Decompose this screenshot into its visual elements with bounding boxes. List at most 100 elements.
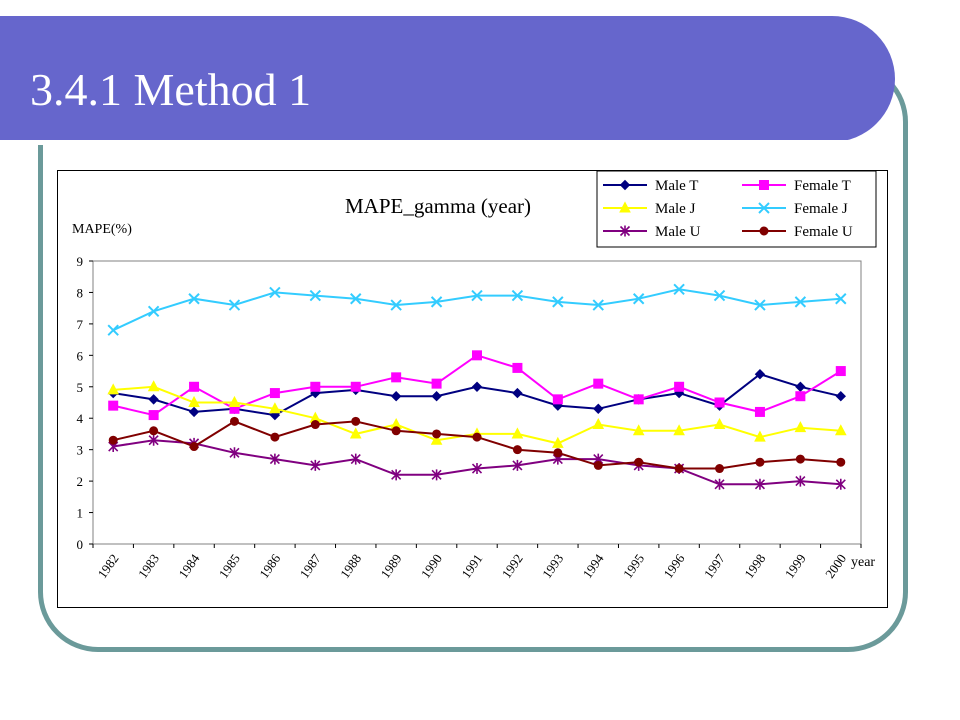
data-point: [714, 397, 725, 408]
data-point: [349, 427, 362, 439]
data-point: [512, 387, 523, 399]
x-tick-label: 1988: [337, 551, 364, 581]
data-point: [148, 394, 159, 405]
legend-label: Male U: [655, 224, 701, 240]
data-point: [269, 453, 280, 465]
legend-label: Male T: [655, 178, 698, 194]
data-point: [351, 416, 361, 426]
data-point: [592, 417, 605, 430]
x-tick-label: 1998: [741, 551, 768, 581]
legend-item: Female J: [742, 201, 848, 217]
data-point: [759, 180, 769, 190]
x-tick-label: 1999: [782, 551, 809, 581]
data-point: [269, 286, 281, 299]
data-point: [107, 324, 119, 336]
title-bar: 3.4.1 Method 1: [0, 16, 895, 145]
data-point: [754, 430, 766, 442]
x-tick-label: 1982: [94, 551, 121, 581]
y-axis-label: MAPE(%): [72, 222, 132, 237]
data-point: [552, 296, 564, 308]
data-point: [592, 299, 604, 311]
data-point: [107, 383, 120, 395]
data-point: [310, 381, 321, 392]
data-point: [229, 416, 239, 426]
data-point: [472, 432, 482, 442]
chart-container: MAPE_gamma (year) MAPE(%) year 0 1 2 3 4 5 6 7 8…: [57, 170, 888, 608]
data-point: [713, 289, 726, 302]
x-tick-label: 1987: [297, 551, 324, 581]
data-point: [391, 469, 402, 481]
data-point: [836, 457, 846, 467]
data-point: [754, 478, 766, 490]
y-tick-label: 7: [77, 317, 84, 332]
data-point: [350, 453, 361, 465]
series-female-u: [108, 416, 846, 474]
data-point: [189, 381, 200, 392]
series-male-j: [107, 380, 847, 448]
data-point: [269, 388, 280, 399]
data-point: [674, 381, 685, 392]
data-point: [471, 463, 483, 475]
data-point: [593, 460, 603, 470]
data-point: [834, 424, 847, 436]
data-point: [619, 225, 631, 237]
x-tick-label: 1984: [175, 551, 202, 581]
data-point: [512, 459, 523, 471]
series-male-u: [108, 434, 846, 490]
data-point: [634, 457, 644, 467]
data-point: [794, 296, 807, 308]
data-point: [430, 296, 443, 308]
data-point: [188, 395, 200, 407]
x-tick-label: 2000: [822, 551, 849, 581]
y-tick-label: 5: [77, 380, 84, 395]
data-point: [188, 293, 200, 305]
x-tick-label: 1992: [499, 551, 526, 581]
x-tick-label: 1989: [377, 551, 404, 581]
data-point: [619, 201, 631, 213]
data-point: [108, 435, 118, 445]
x-tick-label: 1985: [216, 551, 243, 581]
y-tick-label: 1: [77, 506, 84, 521]
y-tick-label: 8: [77, 285, 84, 300]
data-point: [835, 366, 846, 377]
x-axis: 1982 1983 1984 1985 1986 1987 1988 1989 1990 1991…: [92, 544, 862, 581]
data-point: [471, 381, 483, 392]
y-tick-label: 3: [77, 443, 84, 458]
series-female-t: [108, 350, 846, 421]
data-point: [431, 378, 442, 389]
data-point: [593, 403, 604, 414]
data-point: [148, 434, 159, 446]
data-point: [147, 305, 160, 318]
legend-label: Male J: [655, 201, 696, 217]
data-point: [553, 448, 563, 458]
y-tick-label: 0: [77, 537, 84, 552]
legend-item: Male T: [603, 178, 698, 194]
x-tick-label: 1991: [458, 551, 485, 581]
data-point: [755, 457, 765, 467]
data-point: [835, 478, 846, 490]
data-point: [188, 406, 200, 418]
data-point: [632, 424, 645, 436]
legend-label: Female U: [794, 224, 853, 240]
data-point: [619, 179, 631, 191]
data-point: [754, 299, 766, 311]
data-point: [673, 283, 685, 296]
data-point: [673, 424, 685, 436]
data-point: [431, 391, 442, 402]
data-point: [794, 421, 807, 433]
legend-label: Female T: [794, 178, 851, 194]
data-point: [674, 464, 684, 474]
data-point: [390, 299, 402, 311]
data-point: [593, 378, 604, 389]
data-point: [269, 402, 281, 414]
data-point: [350, 381, 361, 392]
legend-item: Female T: [742, 178, 851, 194]
data-point: [552, 436, 564, 448]
data-point: [835, 391, 846, 402]
y-tick-label: 2: [77, 474, 84, 489]
x-tick-label: 1983: [135, 551, 162, 581]
data-point: [552, 394, 563, 405]
legend-item: Female U: [742, 224, 853, 240]
data-point: [148, 410, 159, 421]
data-point: [310, 459, 321, 471]
